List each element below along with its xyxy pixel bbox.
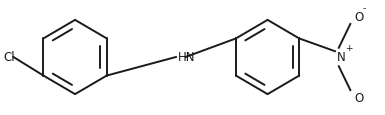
Text: -: - (363, 4, 366, 13)
Text: O: O (354, 11, 363, 24)
Text: O: O (354, 91, 363, 104)
Text: +: + (345, 44, 353, 53)
Text: HN: HN (178, 51, 195, 64)
Text: Cl: Cl (4, 51, 15, 64)
Text: N: N (337, 51, 346, 64)
